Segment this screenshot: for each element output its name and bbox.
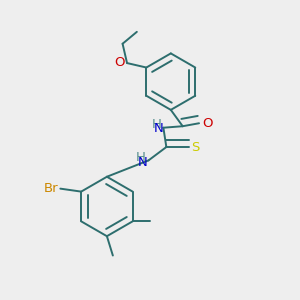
Text: N: N xyxy=(154,122,164,135)
Text: S: S xyxy=(192,140,200,154)
Text: H: H xyxy=(136,151,146,164)
Text: N: N xyxy=(138,156,148,169)
Text: O: O xyxy=(114,56,125,69)
Text: O: O xyxy=(202,117,212,130)
Text: Br: Br xyxy=(44,182,58,194)
Text: H: H xyxy=(152,118,162,130)
